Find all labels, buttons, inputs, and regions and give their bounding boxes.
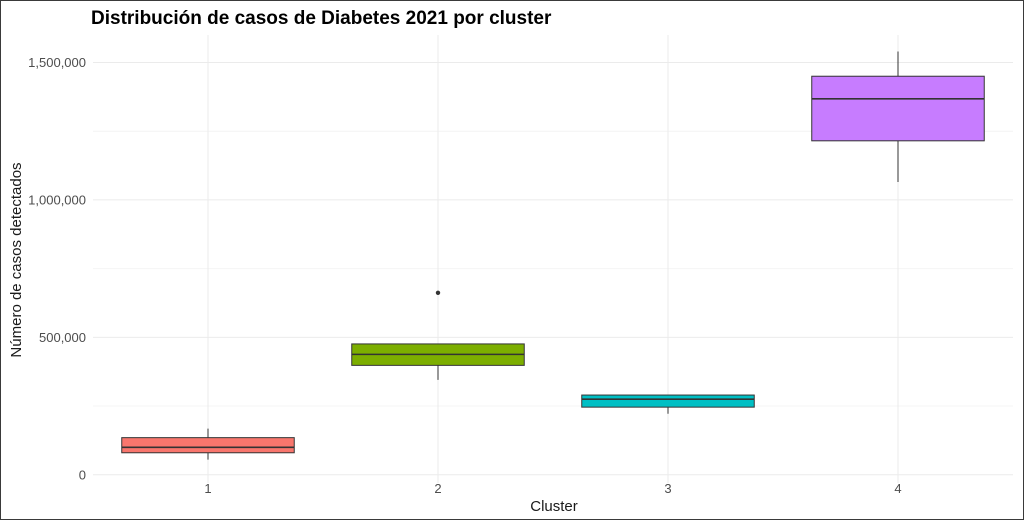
y-axis-title: Número de casos detectados	[8, 162, 25, 357]
box-iqr	[121, 437, 295, 454]
box-cluster-3	[581, 394, 755, 414]
box-cluster-1	[121, 428, 295, 460]
outlier-point	[435, 290, 441, 296]
y-tick-label: 1,000,000	[28, 192, 86, 207]
box-iqr	[581, 394, 755, 408]
y-tick-label: 1,500,000	[28, 55, 86, 70]
x-tick-label: 4	[894, 481, 901, 496]
box-cluster-4	[811, 51, 985, 183]
box-cluster-2	[351, 290, 525, 380]
x-tick-label: 1	[204, 481, 211, 496]
y-tick-label: 500,000	[39, 330, 86, 345]
boxes	[121, 51, 985, 460]
x-tick-label: 2	[434, 481, 441, 496]
chart-title: Distribución de casos de Diabetes 2021 p…	[91, 8, 552, 29]
y-axis-ticks: 0 500,000 1,000,000 1,500,000	[28, 55, 86, 482]
x-axis-title: Cluster	[530, 498, 578, 515]
x-tick-label: 3	[664, 481, 671, 496]
y-tick-label: 0	[79, 467, 86, 482]
box-iqr	[811, 75, 985, 142]
x-axis-ticks: 1 2 3 4	[204, 481, 901, 496]
